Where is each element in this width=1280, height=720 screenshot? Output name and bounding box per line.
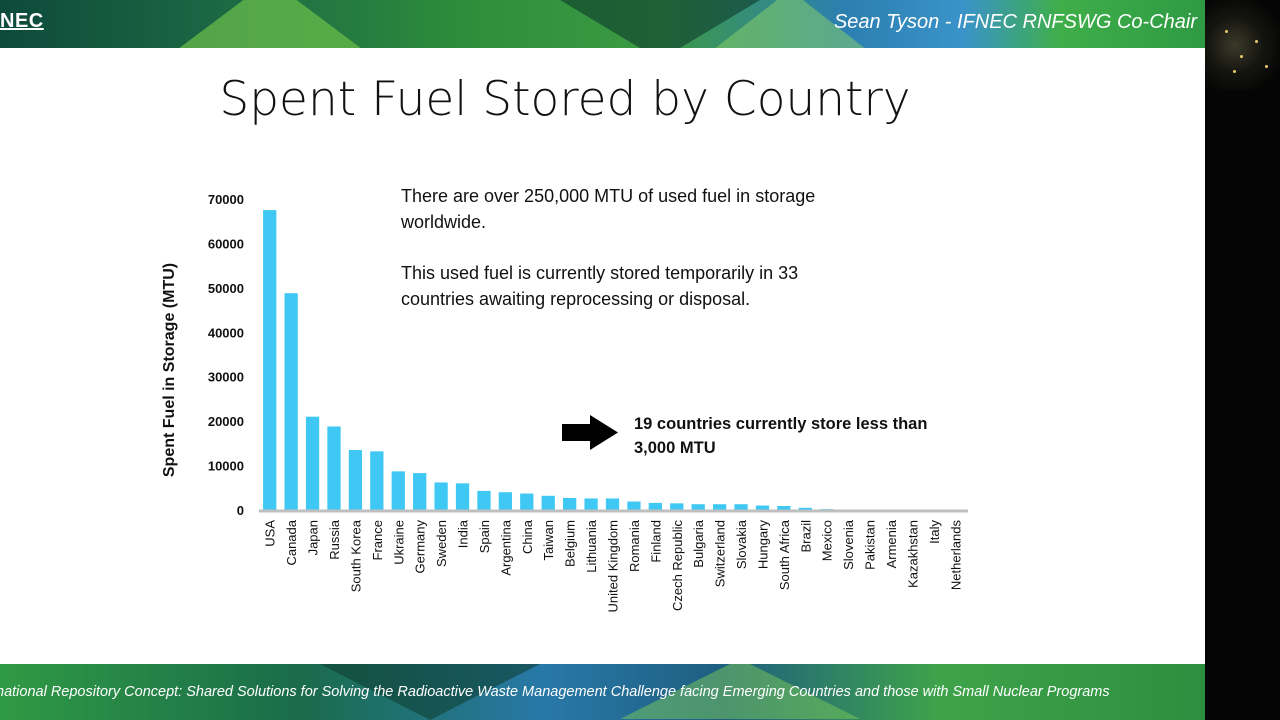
x-tick-label: Slovakia [734,519,749,569]
bar-spain [477,490,491,510]
y-tick-label: 50000 [208,281,244,296]
x-tick-label: United Kingdom [606,520,621,613]
arrow-right-icon [562,415,618,450]
x-tick-label: Ukraine [391,520,406,565]
intro-paragraph: There are over 250,000 MTU of used fuel … [401,186,816,232]
bottom-banner: national Repository Concept: Shared Solu… [0,664,1205,720]
bar-japan [305,416,320,510]
bar-france [370,451,384,510]
bar-india [455,483,470,510]
bar-russia [327,426,341,510]
side-panel [1205,0,1280,720]
x-tick-label: Netherlands [948,520,963,591]
x-tick-label: Czech Republic [670,520,685,612]
x-tick-label: Italy [927,520,942,544]
x-tick-label: China [520,519,535,554]
y-tick-label: 0 [237,503,244,518]
x-tick-label: India [456,519,471,548]
x-tick-label: Armenia [884,519,899,568]
x-tick-label: Spain [477,520,492,553]
footer-text: national Repository Concept: Shared Solu… [0,684,1110,700]
x-tick-label: Kazakhstan [905,520,920,588]
x-tick-label: Russia [327,519,342,560]
bar-belgium [563,498,577,510]
slide-title: Spent Fuel Stored by Country [219,72,911,127]
x-tick-label: Slovenia [841,519,856,570]
bar-czech-republic [670,503,684,510]
bar-argentina [498,492,513,510]
x-tick-label: Mexico [820,520,835,561]
bar-united-kingdom [605,498,620,510]
x-tick-label: Romania [627,519,642,572]
x-tick-label: Sweden [434,520,449,567]
storage-paragraph: This used fuel is currently stored tempo… [401,263,799,309]
bar-chart: 0 10000 20000 30000 40000 50000 60000 70000 Spen… [161,192,968,613]
callout-text: 19 countries currently store less than 3… [634,415,928,457]
x-tick-label: South Africa [777,519,792,590]
x-tick-label: Taiwan [541,520,556,560]
bar-germany [413,473,427,510]
top-banner: NEC Sean Tyson - IFNEC RNFSWG Co-Chair [0,0,1205,48]
bar-taiwan [541,495,555,510]
bar-south-korea [348,450,363,510]
x-tick-label: Germany [413,520,428,574]
x-tick-label: Finland [648,520,663,563]
bar-switzerland [712,504,727,510]
presenter-name: Sean Tyson - IFNEC RNFSWG Co-Chair [833,11,1197,33]
y-tick-label: 30000 [208,370,244,385]
x-tick-label: Lithuania [584,519,599,573]
y-tick-label: 10000 [208,459,244,474]
x-tick-label: Hungary [755,520,770,570]
bar-slovakia [734,504,748,510]
x-tick-label: Canada [284,519,299,565]
bar-sweden [434,482,448,510]
x-tick-label: Brazil [798,520,813,553]
x-tick-label: USA [263,520,278,547]
bar-lithuania [584,498,598,510]
bar-china [520,493,534,510]
bar-south-africa [777,506,791,510]
bar-hungary [755,505,770,510]
y-axis-label: Spent Fuel in Storage (MTU) [161,263,178,477]
y-tick-label: 70000 [208,192,244,207]
y-tick-label: 60000 [208,236,244,251]
bar-romania [627,501,641,510]
x-tick-label: Switzerland [713,520,728,587]
x-tick-label: Bulgaria [691,519,706,567]
slide: NEC Sean Tyson - IFNEC RNFSWG Co-Chair S… [0,0,1205,720]
x-tick-label: South Korea [348,519,363,592]
bar-bulgaria [691,504,705,510]
bar-canada [284,293,298,510]
x-tick-label: Pakistan [863,520,878,570]
x-tick-label: France [370,520,385,560]
bar-ukraine [391,471,405,510]
earth-night-thumbnail [1205,0,1280,90]
x-tick-label: Argentina [498,519,513,575]
bar-brazil [798,507,812,510]
y-tick-label: 20000 [208,414,244,429]
y-tick-label: 40000 [208,325,244,340]
x-tick-label: Belgium [563,520,578,567]
x-tick-label: Japan [306,520,321,555]
bar-finland [648,502,662,510]
bar-usa [263,210,277,510]
logo: NEC [0,10,44,32]
